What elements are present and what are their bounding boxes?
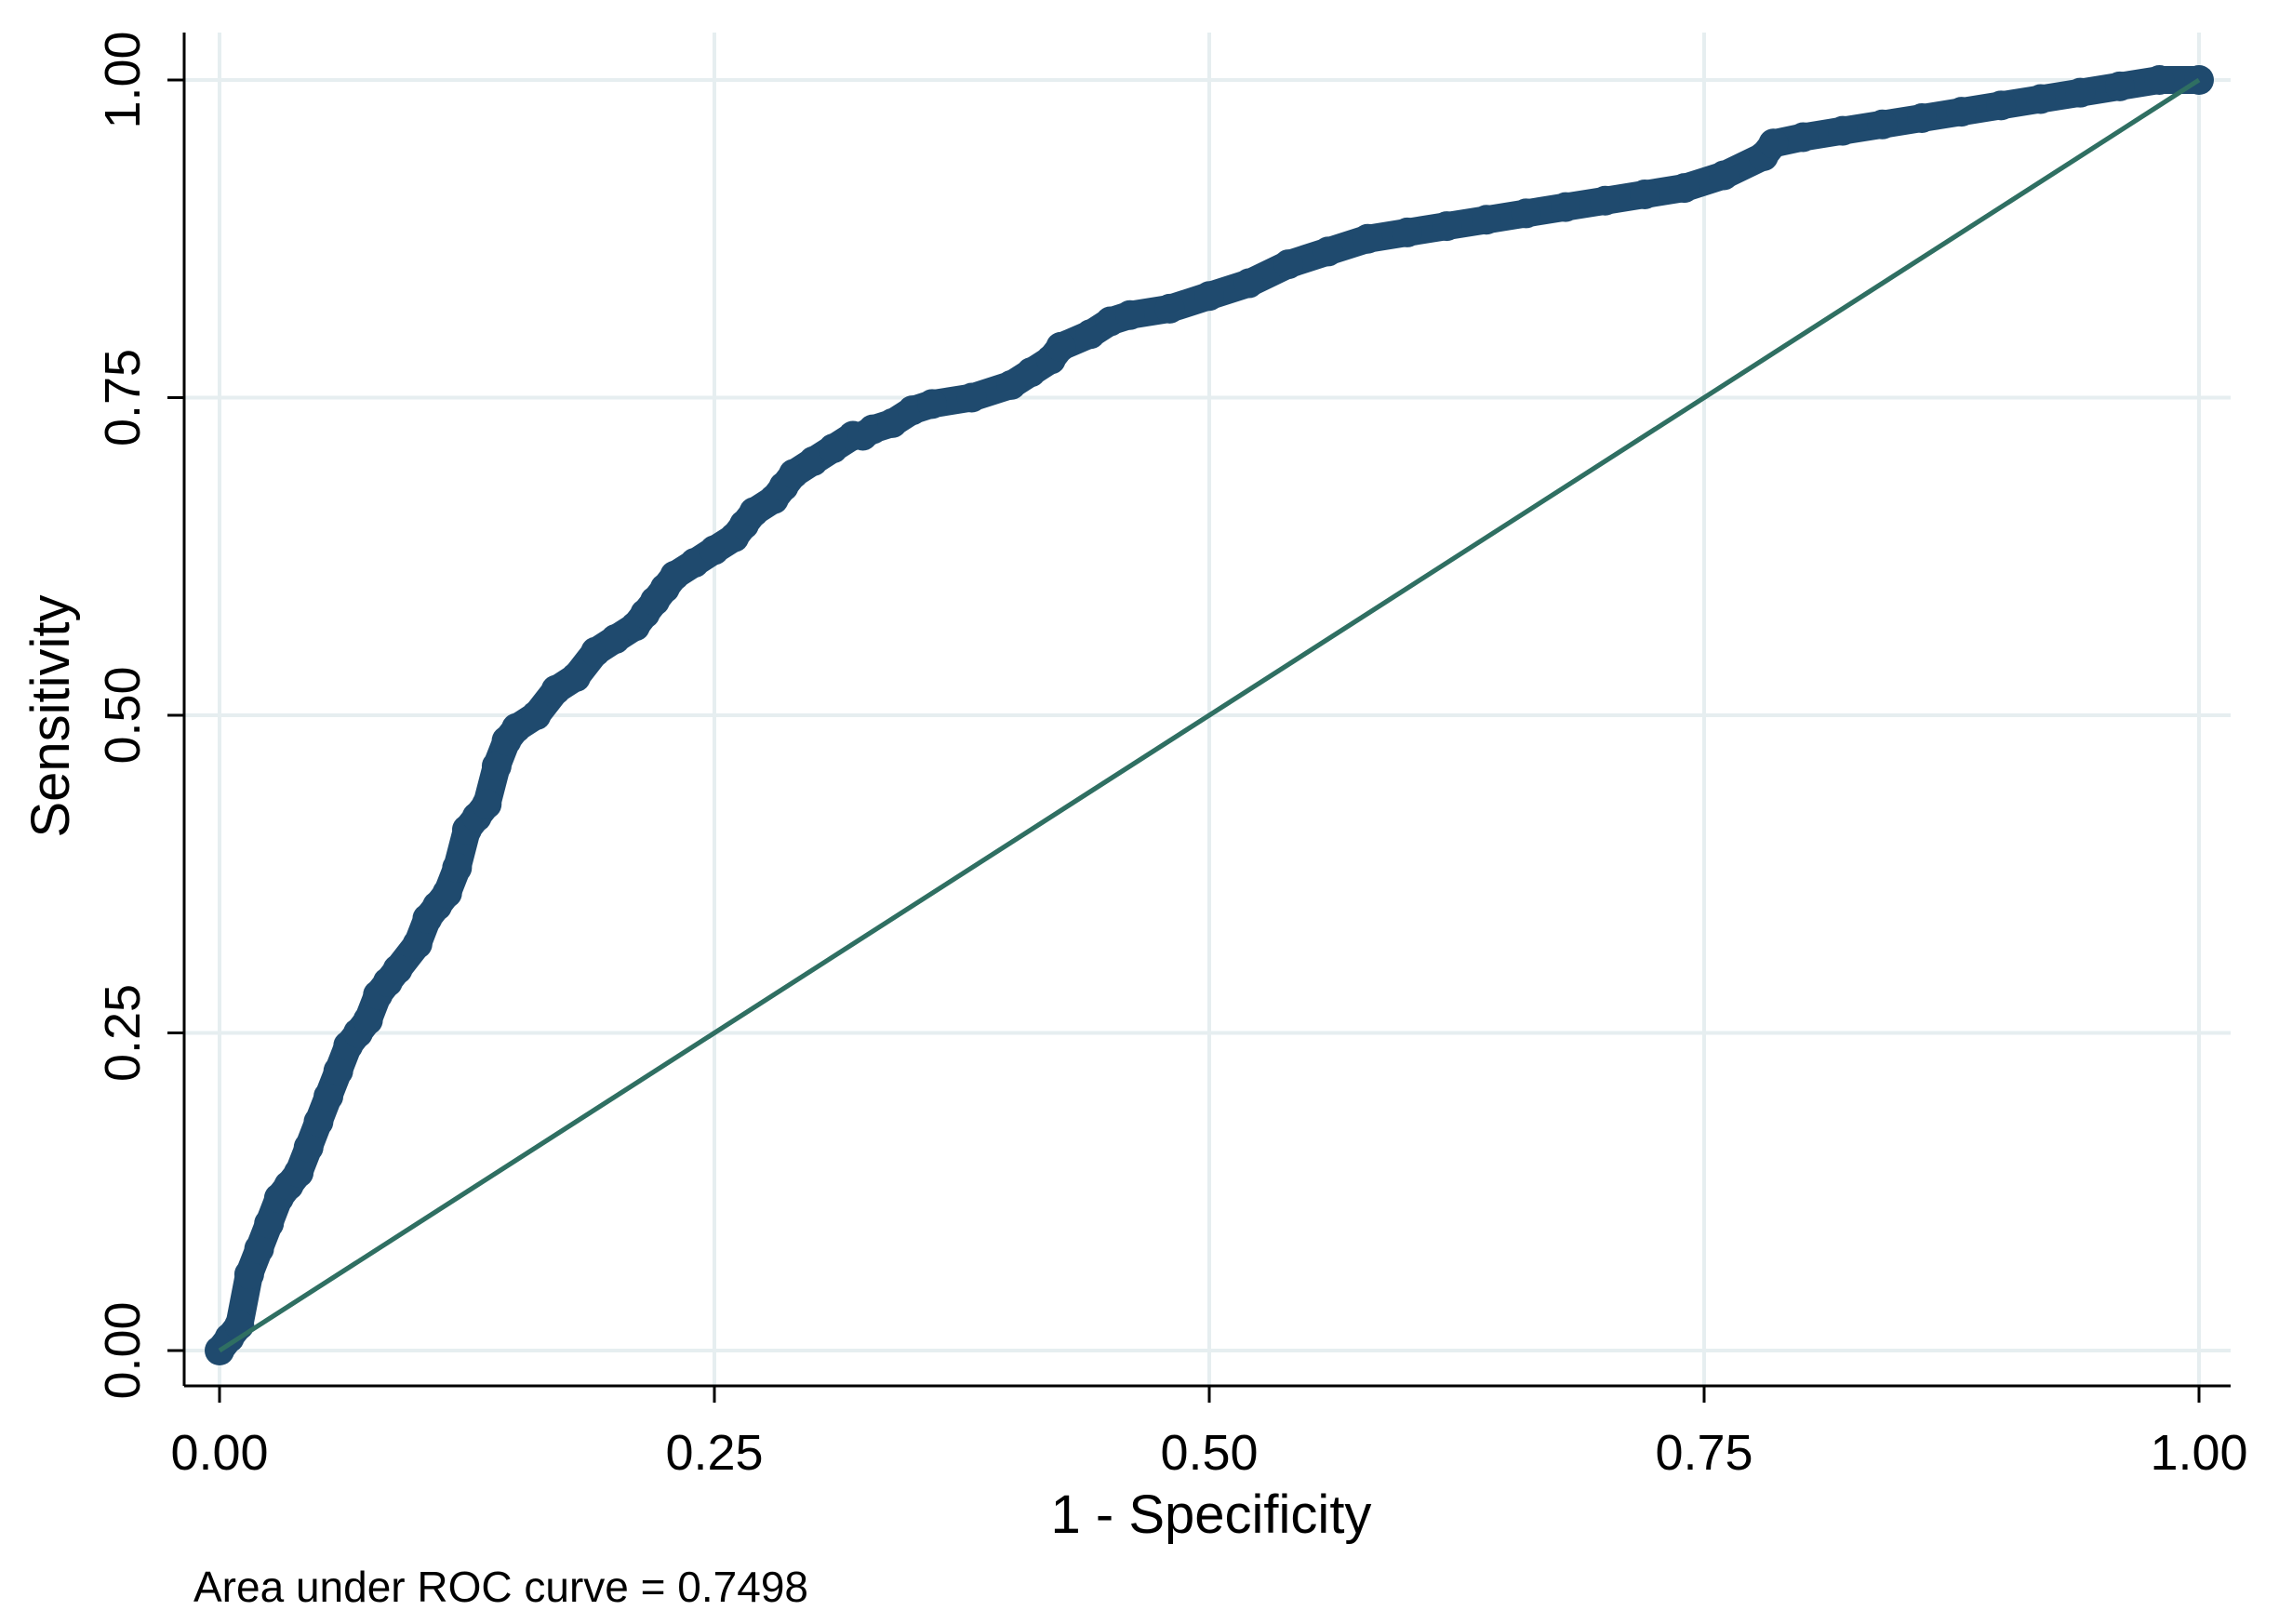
roc-point xyxy=(1709,160,1739,191)
roc-point xyxy=(1788,122,1819,153)
roc-point xyxy=(1154,293,1185,324)
y-tick-label: 0.00 xyxy=(95,1301,151,1399)
y-tick-label: 0.75 xyxy=(95,349,151,446)
roc-point xyxy=(1432,211,1462,242)
reference-line-overlay xyxy=(218,77,2201,1353)
roc-point xyxy=(472,789,502,819)
roc-point xyxy=(313,1081,344,1112)
x-axis-title: 1 - Specificity xyxy=(1051,1484,1372,1545)
roc-point xyxy=(432,878,462,909)
roc-point xyxy=(382,954,413,985)
roc-point xyxy=(1907,102,1938,133)
roc-point xyxy=(303,1107,334,1138)
roc-point xyxy=(2104,71,2135,101)
roc-point xyxy=(2065,77,2096,108)
x-tick-label: 0.50 xyxy=(1160,1425,1258,1481)
roc-point xyxy=(244,1233,274,1264)
axes xyxy=(167,33,2231,1403)
roc-point xyxy=(2144,65,2175,95)
roc-point xyxy=(1758,128,1789,159)
roc-point xyxy=(442,852,473,883)
roc-point xyxy=(1590,185,1620,216)
roc-point xyxy=(1194,281,1224,312)
roc-point xyxy=(233,1259,264,1290)
x-ticks: 0.00 0.25 0.50 0.75 1.00 xyxy=(170,1425,2247,1481)
roc-point xyxy=(284,1157,314,1188)
y-axis-title: Sensitivity xyxy=(20,594,81,837)
roc-point xyxy=(2025,84,2056,114)
y-ticks: 0.00 0.25 0.50 0.75 1.00 xyxy=(95,31,151,1399)
x-tick-label: 1.00 xyxy=(2150,1425,2247,1481)
roc-point xyxy=(254,1208,285,1239)
roc-point xyxy=(521,700,552,730)
roc-point xyxy=(1511,198,1541,229)
roc-point xyxy=(1551,192,1581,222)
x-tick-label: 0.25 xyxy=(665,1425,763,1481)
roc-point xyxy=(1046,331,1076,362)
roc-point xyxy=(1392,217,1422,247)
roc-point xyxy=(561,662,592,693)
roc-point xyxy=(1273,249,1304,280)
auc-note: Area under ROC curve = 0.7498 xyxy=(193,1563,808,1611)
roc-point xyxy=(1986,90,2017,121)
x-tick-label: 0.00 xyxy=(170,1425,268,1481)
roc-point xyxy=(353,1005,383,1035)
roc-point xyxy=(323,1056,353,1086)
roc-point xyxy=(1353,223,1383,254)
roc-point xyxy=(1233,268,1264,299)
roc-point xyxy=(481,751,512,781)
roc-curve-group xyxy=(205,65,2214,1365)
roc-point xyxy=(1827,115,1858,146)
y-tick-label: 0.50 xyxy=(95,666,151,764)
grid-lines xyxy=(184,33,2231,1386)
y-tick-label: 1.00 xyxy=(95,31,151,128)
y-tick-label: 0.25 xyxy=(95,984,151,1082)
roc-point xyxy=(293,1132,324,1163)
roc-point xyxy=(1313,236,1343,267)
roc-point xyxy=(917,389,948,419)
roc-point xyxy=(1630,179,1660,209)
x-tick-label: 0.75 xyxy=(1655,1425,1753,1481)
roc-point xyxy=(1114,300,1145,330)
roc-point xyxy=(1946,97,1977,127)
roc-point xyxy=(1867,109,1898,140)
roc-point xyxy=(402,928,433,959)
roc-point xyxy=(1471,205,1501,235)
roc-point xyxy=(956,382,987,413)
roc-point xyxy=(1669,173,1699,204)
